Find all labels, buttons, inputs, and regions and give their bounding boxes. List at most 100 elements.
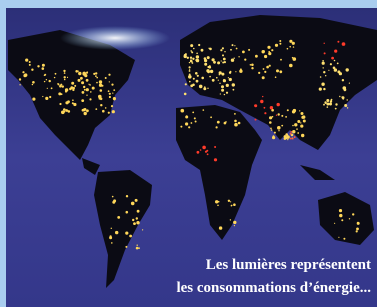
light-dot xyxy=(201,49,204,52)
light-dot xyxy=(86,109,89,112)
light-dot xyxy=(296,128,298,130)
light-dot xyxy=(349,218,350,219)
light-dot xyxy=(260,100,263,103)
light-dot xyxy=(189,66,191,68)
light-dot xyxy=(194,117,196,119)
light-dot xyxy=(218,201,220,203)
light-dot xyxy=(262,96,263,97)
light-dot xyxy=(136,217,138,219)
light-dot xyxy=(339,214,342,217)
light-dot xyxy=(209,76,211,78)
light-dot xyxy=(216,126,218,128)
light-dot xyxy=(277,126,281,130)
light-dot xyxy=(287,48,289,50)
light-dot xyxy=(210,116,212,118)
light-dot xyxy=(225,121,227,123)
light-dot xyxy=(290,131,292,133)
light-dot xyxy=(132,219,134,221)
light-dot xyxy=(64,72,66,74)
light-dot xyxy=(221,89,224,92)
light-dot xyxy=(349,83,350,84)
light-dot xyxy=(275,76,277,78)
light-dot xyxy=(78,72,81,75)
light-dot xyxy=(62,85,64,87)
greenland-ice xyxy=(60,26,170,50)
light-dot xyxy=(277,103,280,106)
light-dot xyxy=(108,74,110,76)
light-dot xyxy=(221,73,224,76)
light-dot xyxy=(214,158,217,161)
light-dot xyxy=(210,70,213,73)
light-dot xyxy=(189,62,190,63)
light-dot xyxy=(207,66,209,68)
light-dot xyxy=(189,81,191,83)
light-dot xyxy=(129,235,132,238)
light-dot xyxy=(67,77,68,78)
light-dot xyxy=(238,56,239,57)
light-dot xyxy=(142,229,143,230)
light-dot xyxy=(294,136,296,138)
light-dot xyxy=(137,210,140,213)
light-dot xyxy=(352,213,354,215)
light-dot xyxy=(264,55,267,58)
light-dot xyxy=(72,99,74,101)
light-dot xyxy=(341,219,343,221)
light-dot xyxy=(262,76,265,79)
light-dot xyxy=(356,230,358,232)
light-dot xyxy=(238,122,241,125)
light-dot xyxy=(190,59,192,61)
light-dot xyxy=(339,96,340,97)
light-dot xyxy=(78,71,79,72)
light-dot xyxy=(233,89,235,91)
light-dot xyxy=(95,75,97,77)
light-dot xyxy=(207,88,208,89)
light-dot xyxy=(331,57,334,60)
light-dot xyxy=(219,83,220,84)
light-dot xyxy=(192,62,194,64)
light-dot xyxy=(224,61,226,63)
light-dot xyxy=(281,115,283,117)
light-dot xyxy=(222,54,224,56)
light-dot xyxy=(207,153,209,155)
light-dot xyxy=(193,48,195,50)
light-dot xyxy=(234,45,235,46)
light-dot xyxy=(31,69,33,71)
light-dot xyxy=(224,94,225,95)
light-dot xyxy=(339,209,342,212)
light-dot xyxy=(220,93,221,94)
light-dot xyxy=(196,55,199,58)
caption-line: les consommations d’énergie... xyxy=(176,280,371,296)
light-dot xyxy=(264,51,265,52)
light-dot xyxy=(95,72,97,74)
light-dot xyxy=(191,51,193,53)
light-dot xyxy=(96,82,98,84)
light-dot xyxy=(272,116,274,118)
light-dot xyxy=(303,120,306,123)
light-dot xyxy=(112,93,113,94)
light-dot xyxy=(99,84,102,87)
light-dot xyxy=(323,67,324,68)
light-dot xyxy=(289,64,293,68)
light-dot xyxy=(233,203,236,206)
light-dot xyxy=(29,61,31,63)
light-dot xyxy=(292,130,295,133)
light-dot xyxy=(185,83,187,85)
light-dot xyxy=(275,44,278,47)
light-dot xyxy=(344,104,347,107)
light-dot xyxy=(82,72,86,76)
light-dot xyxy=(96,77,98,79)
light-dot xyxy=(84,89,86,91)
light-dot xyxy=(195,121,197,123)
light-dot xyxy=(233,221,236,224)
light-dot xyxy=(292,125,294,127)
light-dot xyxy=(49,80,51,82)
light-dot xyxy=(323,88,325,90)
light-dot xyxy=(319,88,322,91)
light-dot xyxy=(346,68,349,71)
light-dot xyxy=(263,68,265,70)
light-dot xyxy=(98,95,102,99)
light-dot xyxy=(269,65,271,67)
light-dot xyxy=(111,242,113,244)
light-dot xyxy=(188,126,190,128)
light-dot xyxy=(342,42,346,46)
